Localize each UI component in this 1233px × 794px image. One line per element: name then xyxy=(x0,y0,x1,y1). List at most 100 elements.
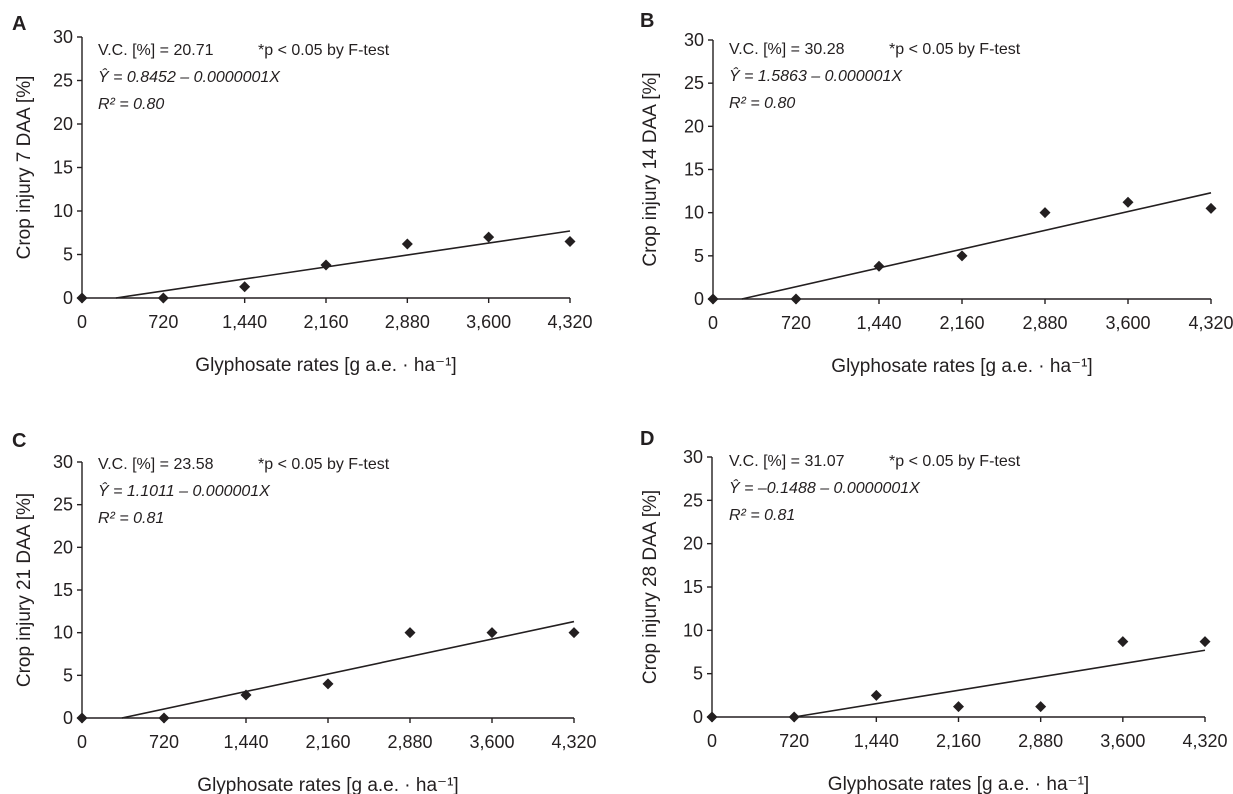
data-point xyxy=(158,712,170,724)
chart-panel-c: C 0 5 10 15 20 25 30 0 720 1,440 2,160 2,880 3,600 4,3… xyxy=(12,430,597,794)
y-axis-title: Crop injury 21 DAA [%] xyxy=(14,493,35,687)
data-point xyxy=(157,292,169,304)
regression-line xyxy=(741,192,1212,300)
x-tick-label: 4,320 xyxy=(551,732,596,752)
vc-annotation: V.C. [%] = 23.58 xyxy=(98,456,214,473)
y-tick-label: 15 xyxy=(53,158,73,178)
x-tick-label: 2,880 xyxy=(1022,313,1067,333)
x-tick-label: 2,880 xyxy=(385,312,430,332)
regression-equation: Ŷ = –0.1488 – 0.0000001X xyxy=(729,478,921,497)
significance-annotation: *p < 0.05 by F-test xyxy=(889,453,1021,470)
y-axis-title: Crop injury 28 DAA [%] xyxy=(640,490,661,684)
data-point xyxy=(239,281,251,293)
chart-panel-b: B 0 5 10 15 20 25 30 0 720 1,440 2,160 2,880 3,600 4,3… xyxy=(640,10,1233,377)
significance-annotation: *p < 0.05 by F-test xyxy=(258,42,390,59)
data-point xyxy=(870,689,882,701)
regression-equation: Ŷ = 1.5863 – 0.000001X xyxy=(729,66,903,85)
x-tick-label: 2,160 xyxy=(936,731,981,751)
y-tick-label: 20 xyxy=(684,116,704,136)
r-squared-annotation: R² = 0.81 xyxy=(729,507,795,524)
y-tick-label: 25 xyxy=(684,73,704,93)
x-tick-label: 4,320 xyxy=(1188,313,1233,333)
y-tick-label: 0 xyxy=(63,708,73,728)
x-tick-label: 2,880 xyxy=(1018,731,1063,751)
x-tick-label: 0 xyxy=(707,731,717,751)
x-tick-label: 3,600 xyxy=(469,732,514,752)
data-point xyxy=(1035,701,1047,713)
x-tick-label: 0 xyxy=(77,312,87,332)
y-tick-label: 30 xyxy=(53,27,73,47)
vc-annotation: V.C. [%] = 31.07 xyxy=(729,453,845,470)
r-squared-annotation: R² = 0.80 xyxy=(729,95,795,112)
vc-annotation: V.C. [%] = 30.28 xyxy=(729,41,845,58)
significance-annotation: *p < 0.05 by F-test xyxy=(889,41,1021,58)
data-point xyxy=(322,678,334,690)
y-tick-label: 30 xyxy=(53,452,73,472)
data-point xyxy=(1199,636,1211,648)
data-point xyxy=(404,627,416,639)
y-tick-label: 25 xyxy=(683,490,703,510)
data-point xyxy=(707,293,719,305)
y-axis-title: Crop injury 14 DAA [%] xyxy=(640,72,661,266)
panel-letter: A xyxy=(12,13,26,35)
y-tick-label: 15 xyxy=(683,577,703,597)
y-tick-label: 10 xyxy=(53,201,73,221)
y-tick-label: 0 xyxy=(63,288,73,308)
x-tick-label: 720 xyxy=(781,313,811,333)
data-point xyxy=(568,627,580,639)
regression-line xyxy=(115,230,571,299)
y-tick-label: 10 xyxy=(683,620,703,640)
y-tick-label: 5 xyxy=(63,245,73,265)
y-tick-label: 20 xyxy=(53,537,73,557)
x-tick-label: 0 xyxy=(77,732,87,752)
data-point xyxy=(953,701,964,713)
x-tick-label: 1,440 xyxy=(856,313,901,333)
y-tick-label: 25 xyxy=(53,495,73,515)
x-tick-label: 720 xyxy=(779,731,809,751)
x-tick-label: 1,440 xyxy=(222,312,267,332)
y-tick-label: 30 xyxy=(684,30,704,50)
y-tick-label: 30 xyxy=(683,447,703,467)
y-tick-label: 5 xyxy=(63,665,73,685)
x-tick-label: 1,440 xyxy=(223,732,268,752)
data-point xyxy=(1205,202,1217,214)
data-point xyxy=(76,712,88,724)
y-tick-label: 10 xyxy=(684,203,704,223)
regression-line xyxy=(121,620,575,719)
data-point xyxy=(873,260,885,272)
data-point xyxy=(76,292,88,304)
data-point xyxy=(1117,636,1129,648)
data-point xyxy=(483,231,495,243)
panel-letter: B xyxy=(640,10,654,32)
data-point xyxy=(486,627,498,639)
regression-equation: Ŷ = 0.8452 – 0.0000001X xyxy=(98,67,281,86)
data-point xyxy=(564,235,576,247)
x-tick-label: 4,320 xyxy=(547,312,592,332)
y-tick-label: 15 xyxy=(684,160,704,180)
regression-line xyxy=(794,649,1206,718)
y-tick-label: 0 xyxy=(694,289,704,309)
y-tick-label: 25 xyxy=(53,71,73,91)
y-tick-label: 15 xyxy=(53,580,73,600)
r-squared-annotation: R² = 0.81 xyxy=(98,510,164,527)
x-tick-label: 0 xyxy=(708,313,718,333)
vc-annotation: V.C. [%] = 20.71 xyxy=(98,42,214,59)
y-tick-label: 0 xyxy=(693,707,703,727)
y-tick-label: 5 xyxy=(694,246,704,266)
data-point xyxy=(1039,207,1051,219)
x-tick-label: 3,600 xyxy=(1100,731,1145,751)
data-point xyxy=(240,689,252,701)
x-tick-label: 3,600 xyxy=(466,312,511,332)
data-point xyxy=(788,711,800,723)
data-point xyxy=(1122,196,1134,208)
data-point xyxy=(790,293,802,305)
data-point xyxy=(320,259,332,271)
data-point xyxy=(956,250,968,262)
chart-panel-a: A 0 5 10 15 20 25 30 0 720 1,440 2,160 2,880 3,600 4,3… xyxy=(12,13,593,376)
x-axis-title: Glyphosate rates [g a.e. · ha⁻¹] xyxy=(828,774,1089,794)
x-tick-label: 4,320 xyxy=(1182,731,1227,751)
data-point xyxy=(706,711,718,723)
x-tick-label: 2,160 xyxy=(305,732,350,752)
y-tick-label: 10 xyxy=(53,623,73,643)
x-axis-title: Glyphosate rates [g a.e. · ha⁻¹] xyxy=(195,355,456,376)
